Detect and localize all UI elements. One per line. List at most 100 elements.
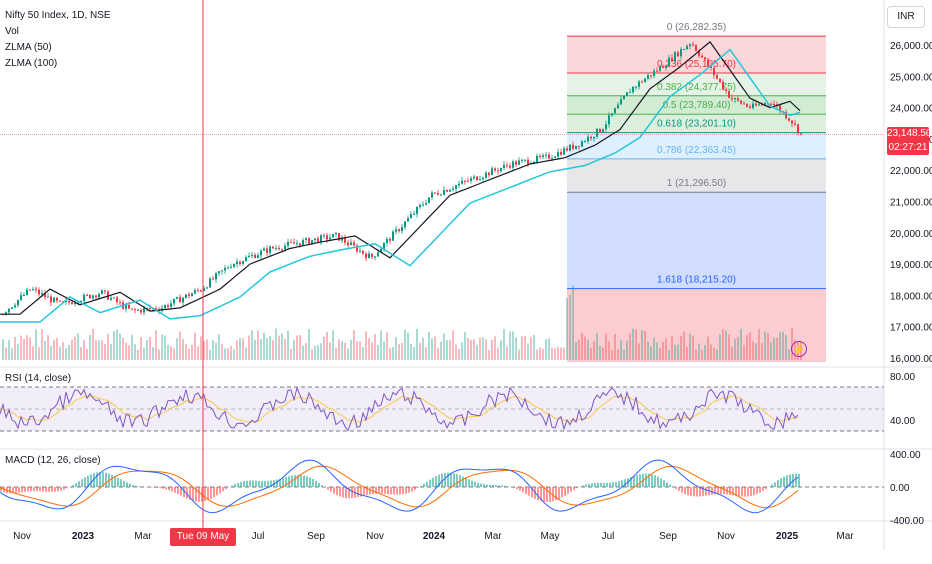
rsi-label[interactable]: RSI (14, close) [5,373,71,384]
candle-body [284,246,286,250]
macd-histogram-bar [678,487,680,491]
macd-histogram-bar [663,480,665,487]
volume-bar [44,341,46,360]
candle-body [434,193,436,194]
volume-bar [704,345,706,360]
volume-bar [185,344,187,360]
volume-bar [641,330,643,360]
macd-histogram-bar [738,487,740,496]
price-tick-label: 21,000.00 [890,198,932,209]
symbol-title[interactable]: Nifty 50 Index, 1D, NSE [5,8,111,24]
candle-body [419,205,421,207]
candle-body [344,238,346,243]
macd-histogram-bar [51,487,53,492]
macd-histogram-bar [339,487,341,497]
macd-histogram-bar [435,476,437,487]
volume-bar [578,340,580,360]
volume-bar [128,345,130,360]
macd-histogram-bar [651,474,653,487]
volume-bar [500,340,502,360]
volume-bar [245,347,247,360]
candle-body [422,205,424,206]
macd-histogram-bar [750,487,752,496]
candle-body [572,145,574,149]
volume-bar [119,334,121,360]
candle-body [278,248,280,249]
candle-body [416,207,418,214]
zlma100-legend[interactable]: ZLMA (100) [5,56,111,72]
vol-legend[interactable]: Vol [5,24,111,40]
candle-body [50,297,52,303]
candle-body [515,162,517,165]
price-tick-label: 25,000.00 [890,72,932,83]
volume-bar [56,338,58,360]
volume-bar [782,332,784,360]
macd-histogram-bar [399,487,401,495]
volume-bar [380,330,382,360]
chart-canvas[interactable]: 0 (26,282.35)0.236 (25,105.70)0.382 (24,… [0,0,932,550]
volume-bar [338,339,340,360]
volume-bar [548,338,550,360]
macd-histogram-bar [573,487,575,490]
candle-body [473,177,475,179]
candle-body [182,298,184,303]
macd-histogram-bar [36,487,38,491]
volume-bar [263,333,265,360]
volume-bar [584,336,586,360]
macd-histogram-bar [783,477,785,487]
macd-histogram-bar [549,487,551,502]
currency-button[interactable]: INR [887,6,925,28]
candle-body [173,299,175,304]
candle-body [398,229,400,231]
volume-bar [359,341,361,360]
candle-body [614,108,616,113]
candle-body [485,173,487,178]
candle-body [368,254,370,258]
volume-bar [170,346,172,360]
volume-bar [635,330,637,360]
macd-histogram-bar [351,487,353,498]
volume-bar [419,343,421,360]
fib-level-label: 1.618 (18,215.20) [657,275,736,286]
volume-bar [62,342,64,360]
macd-histogram-bar [705,487,707,496]
volume-bar [698,344,700,360]
zlma50-legend[interactable]: ZLMA (50) [5,40,111,56]
volume-bar [194,333,196,360]
macd-histogram-bar [177,487,179,494]
candle-body [689,44,691,46]
volume-bar [449,340,451,360]
macd-histogram-bar [771,485,773,487]
macd-histogram-bar [252,481,254,487]
macd-histogram-bar [495,485,497,487]
candle-body [671,58,673,61]
macd-histogram-bar [63,487,65,490]
volume-bar [179,331,181,360]
candle-body [704,57,706,59]
macd-histogram-bar [24,487,26,492]
macd-histogram-bar [681,487,683,493]
macd-histogram-bar [645,474,647,487]
macd-label[interactable]: MACD (12, 26, close) [5,455,101,466]
candle-body [662,66,664,68]
candle-body [164,305,166,308]
volume-bar [464,332,466,360]
volume-bar [590,348,592,360]
candle-body [686,46,688,49]
macd-histogram-bar [114,476,116,487]
candle-body [206,287,208,288]
volume-bar [164,335,166,360]
volume-bar [458,349,460,360]
volume-bar [755,343,757,360]
candle-body [299,243,301,245]
volume-bar [503,329,505,360]
candle-body [26,290,28,295]
volume-bar [686,347,688,360]
macd-histogram-bar [156,487,158,488]
lightning-icon[interactable]: ⚡ [791,341,807,357]
volume-bar [446,340,448,360]
volume-bar [638,343,640,360]
candle-body [128,305,130,309]
candle-body [140,310,142,313]
candle-body [713,68,715,75]
